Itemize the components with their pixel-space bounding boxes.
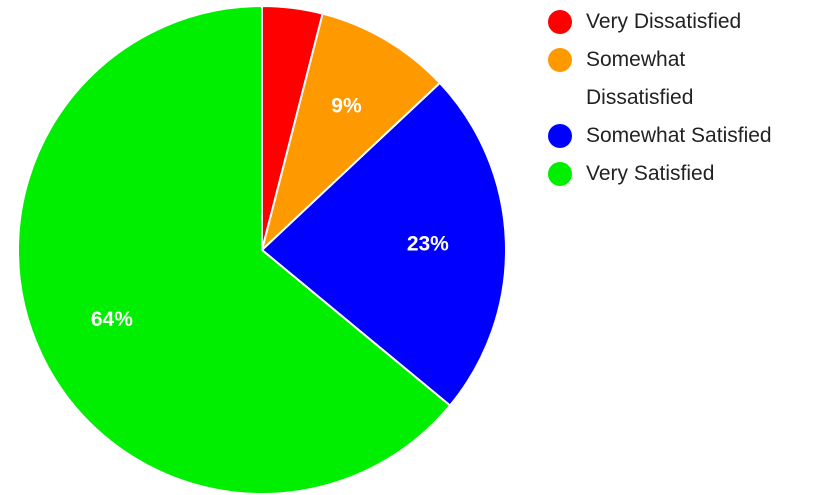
legend-label: Very Dissatisfied: [586, 10, 742, 33]
legend-swatch: [548, 162, 572, 186]
legend-item-very-dissatisfied[interactable]: Very Dissatisfied: [548, 3, 832, 41]
slice-data-label: 9%: [331, 95, 362, 118]
legend-label: Very Satisfied: [586, 162, 715, 185]
legend-swatch: [548, 48, 572, 72]
legend-item-somewhat-dissatisfied[interactable]: Somewhat Dissatisfied: [548, 41, 736, 117]
pie-slice-somewhat-dissatisfied[interactable]: [260, 12, 442, 254]
slices-group: [17, 4, 507, 495]
legend-item-very-satisfied[interactable]: Very Satisfied: [548, 155, 832, 193]
legend-label: Somewhat Dissatisfied: [586, 48, 694, 109]
legend-swatch: [548, 10, 572, 34]
pie-slice-very-satisfied[interactable]: [17, 4, 452, 495]
slice-data-label: 23%: [407, 232, 449, 255]
legend-swatch: [548, 124, 572, 148]
legend-item-somewhat-satisfied[interactable]: Somewhat Satisfied: [548, 117, 832, 155]
slice-data-label: 64%: [91, 308, 133, 331]
pie-slice-somewhat-satisfied[interactable]: [260, 81, 507, 407]
pie-plot: 9% 23% 64%: [17, 4, 507, 495]
legend: Very Dissatisfied Somewhat Dissatisfied …: [548, 3, 832, 193]
slice-labels-group: 9% 23% 64%: [91, 95, 449, 331]
legend-label: Somewhat Satisfied: [586, 124, 772, 147]
